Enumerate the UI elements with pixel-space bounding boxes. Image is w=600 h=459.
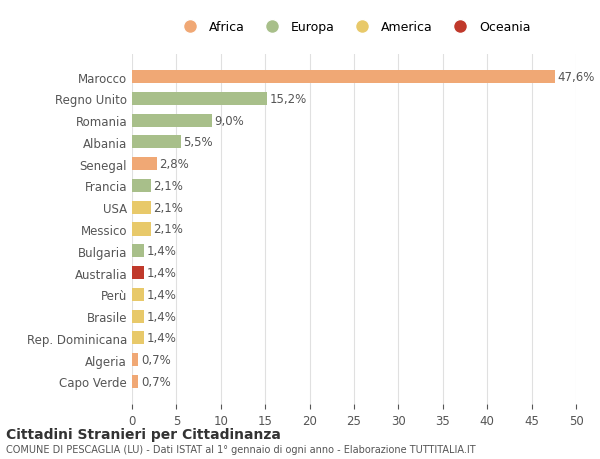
Text: 2,1%: 2,1% <box>154 223 183 236</box>
Text: Cittadini Stranieri per Cittadinanza: Cittadini Stranieri per Cittadinanza <box>6 427 281 441</box>
Legend: Africa, Europa, America, Oceania: Africa, Europa, America, Oceania <box>173 16 536 39</box>
Text: 1,4%: 1,4% <box>147 310 177 323</box>
Text: 2,1%: 2,1% <box>154 202 183 214</box>
Bar <box>132 331 145 345</box>
Text: 2,8%: 2,8% <box>160 158 189 171</box>
Bar <box>132 93 267 106</box>
Bar <box>132 114 212 128</box>
Bar <box>132 310 145 323</box>
Text: 5,5%: 5,5% <box>184 136 213 149</box>
Bar <box>132 375 138 388</box>
Text: 1,4%: 1,4% <box>147 288 177 301</box>
Text: 0,7%: 0,7% <box>141 353 170 366</box>
Text: 0,7%: 0,7% <box>141 375 170 388</box>
Bar <box>132 158 157 171</box>
Text: 1,4%: 1,4% <box>147 331 177 345</box>
Text: 9,0%: 9,0% <box>215 114 244 128</box>
Text: 47,6%: 47,6% <box>557 71 595 84</box>
Bar <box>132 201 151 214</box>
Text: 1,4%: 1,4% <box>147 245 177 257</box>
Bar <box>132 179 151 193</box>
Text: 2,1%: 2,1% <box>154 179 183 192</box>
Bar <box>132 71 554 84</box>
Bar <box>132 288 145 301</box>
Bar <box>132 353 138 366</box>
Bar <box>132 266 145 280</box>
Text: 1,4%: 1,4% <box>147 267 177 280</box>
Text: COMUNE DI PESCAGLIA (LU) - Dati ISTAT al 1° gennaio di ogni anno - Elaborazione : COMUNE DI PESCAGLIA (LU) - Dati ISTAT al… <box>6 444 476 454</box>
Bar <box>132 223 151 236</box>
Bar <box>132 245 145 258</box>
Text: 15,2%: 15,2% <box>269 93 307 106</box>
Bar <box>132 136 181 149</box>
